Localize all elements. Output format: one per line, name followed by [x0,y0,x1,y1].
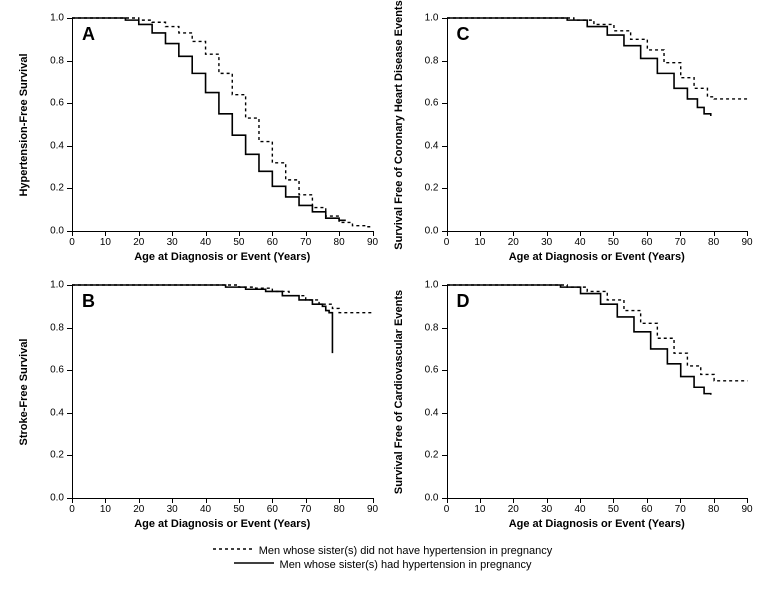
curve-had-hypertension [447,18,711,116]
panel-D: 01020304050607080900.00.20.40.60.81.0Age… [385,277,756,540]
survival-curves [10,277,381,540]
panel-C: 01020304050607080900.00.20.40.60.81.0Age… [385,10,756,273]
curve-had-hypertension [72,285,332,353]
survival-curves [385,277,756,540]
panel-B: 01020304050607080900.00.20.40.60.81.0Age… [10,277,381,540]
legend-entry-2: Men whose sister(s) had hypertension in … [234,558,532,572]
legend-swatch-dashed [213,544,253,558]
curve-no-hypertension [72,285,373,313]
curve-had-hypertension [72,18,346,220]
curve-had-hypertension [447,285,711,395]
survival-curves [385,10,756,273]
legend-swatch-solid [234,558,274,572]
legend-label-2: Men whose sister(s) had hypertension in … [280,559,532,571]
curve-no-hypertension [447,18,748,99]
panel-A: 01020304050607080900.00.20.40.60.81.0Age… [10,10,381,273]
panels-grid: 01020304050607080900.00.20.40.60.81.0Age… [10,10,755,540]
legend: Men whose sister(s) did not have hyperte… [10,540,755,572]
legend-label-1: Men whose sister(s) did not have hyperte… [259,545,553,557]
survival-curves [10,10,381,273]
curve-no-hypertension [447,285,748,381]
curve-no-hypertension [72,18,373,227]
legend-entry-1: Men whose sister(s) did not have hyperte… [213,544,553,558]
figure-container: 01020304050607080900.00.20.40.60.81.0Age… [10,10,755,581]
